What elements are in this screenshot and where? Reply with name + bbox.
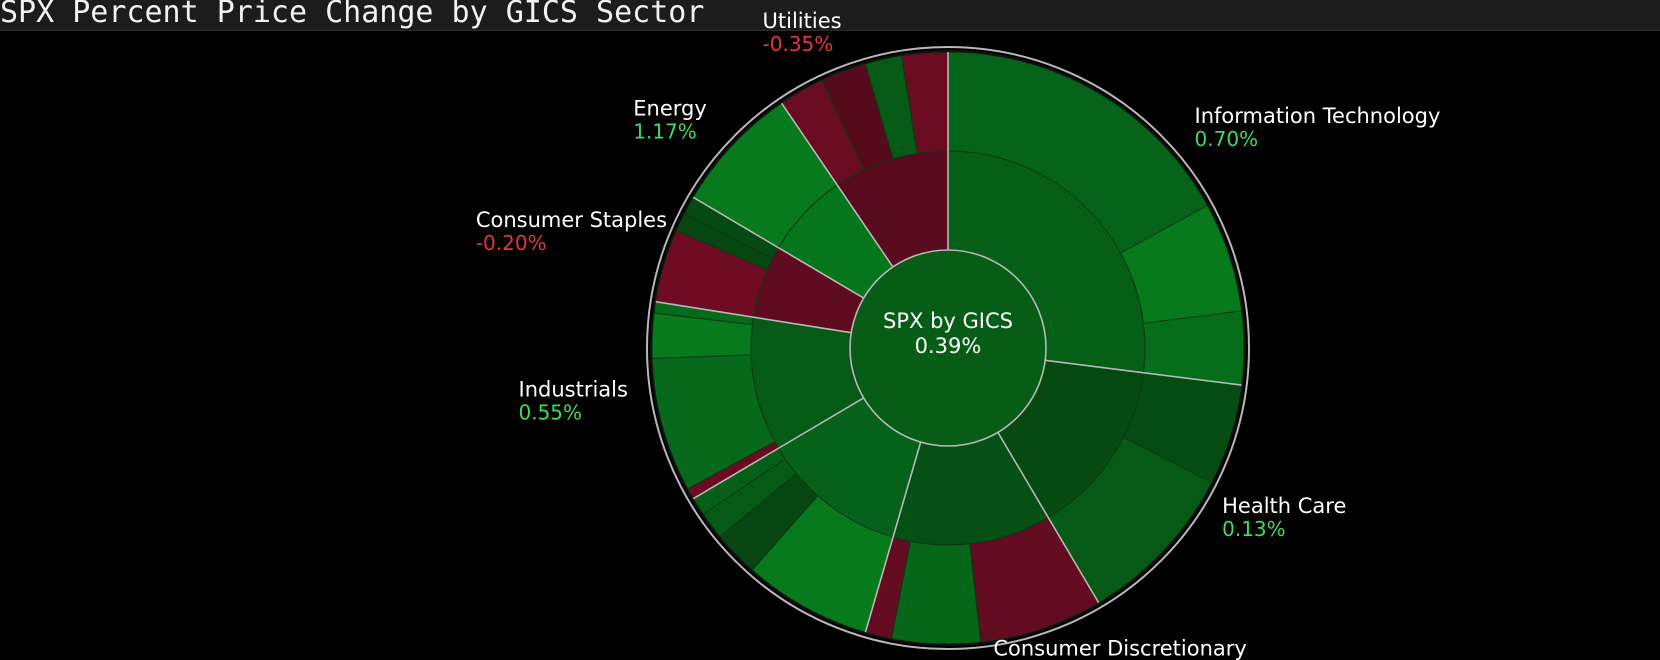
center-disk[interactable] — [849, 249, 1047, 447]
title-bar: SPX Percent Price Change by GICS Sector — [0, 0, 1660, 31]
sector-divider-6 — [692, 196, 865, 299]
sector-label-name: Utilities — [763, 9, 842, 33]
sector-label-value: 0.13% — [1222, 517, 1286, 541]
sector-label-name: Energy — [633, 97, 707, 121]
sector-divider-2 — [997, 431, 1100, 604]
sector-label-value: 1.17% — [633, 120, 697, 144]
sector-label-value: 0.70% — [1195, 127, 1259, 151]
sector-label-name: Industrials — [519, 377, 628, 401]
sector-divider-1 — [1045, 359, 1242, 386]
sector-divider-5 — [655, 300, 852, 334]
sector-label-value: -0.20% — [476, 231, 547, 255]
chart-title: SPX Percent Price Change by GICS Sector — [0, 0, 705, 30]
sector-divider-3 — [864, 441, 922, 633]
sector-label-name: Consumer Staples — [476, 208, 667, 232]
industry-arc-information-technology-0[interactable] — [947, 51, 1209, 254]
sector-label-consumer-staples: Consumer Staples-0.20% — [476, 208, 667, 255]
center-label: SPX by GICS — [883, 309, 1013, 333]
sector-label-consumer-discretionary: Consumer Discretionary0.67% — [993, 636, 1247, 660]
sector-label-utilities: Utilities-0.35% — [763, 9, 842, 56]
sector-label-value: 0.55% — [519, 400, 583, 424]
sector-label-name: Consumer Discretionary — [993, 636, 1247, 660]
arcs-layer — [646, 46, 1250, 650]
sector-label-name: Information Technology — [1195, 104, 1441, 128]
outer-ring — [646, 46, 1250, 650]
sector-label-value: -0.35% — [763, 32, 834, 56]
outer-ring-inner-edge — [650, 50, 1246, 646]
sector-divider-7 — [780, 102, 894, 268]
sector-divider-4 — [692, 397, 865, 500]
center-value: 0.39% — [915, 334, 982, 358]
sector-label-name: Health Care — [1222, 494, 1346, 518]
